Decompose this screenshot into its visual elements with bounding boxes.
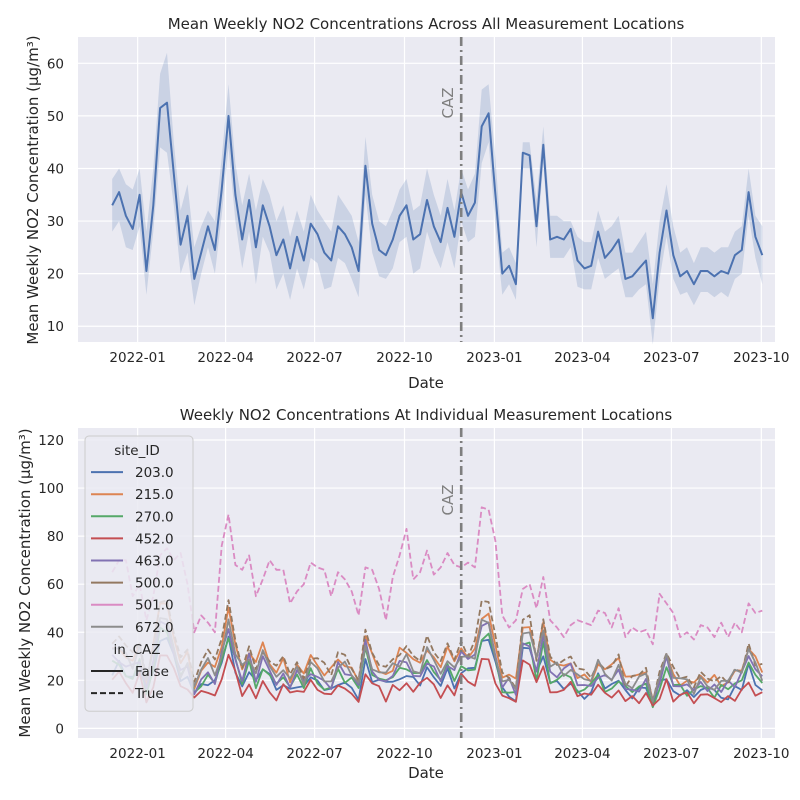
series-line-452-0 bbox=[111, 653, 763, 707]
legend-entry: 270.0 bbox=[135, 509, 174, 525]
x-axis-label-top: Date bbox=[408, 374, 444, 392]
x-tick-label: 2022-04 bbox=[197, 350, 253, 366]
confidence-band bbox=[112, 52, 763, 345]
legend-entry: 203.0 bbox=[135, 465, 174, 481]
legend-style-entry: True bbox=[134, 686, 164, 702]
y-tick-label: 60 bbox=[47, 56, 64, 72]
x-tick-label: 2022-10 bbox=[376, 746, 432, 762]
x-tick-label: 2022-01 bbox=[109, 350, 165, 366]
x-tick-label: 2023-01 bbox=[466, 350, 522, 366]
x-ticks-top: 2022-01 2022-04 2022-07 2022-10 2023-01 2023-… bbox=[109, 350, 789, 366]
gridlines-top bbox=[78, 37, 775, 342]
y-tick-label: 60 bbox=[47, 577, 64, 593]
series-line-501-0 bbox=[111, 506, 763, 646]
y-tick-label: 20 bbox=[47, 673, 64, 689]
y-tick-label: 10 bbox=[47, 319, 64, 335]
caz-label: CAZ bbox=[439, 484, 457, 515]
series-lines-top bbox=[111, 101, 764, 320]
chart-title-top: Mean Weekly NO2 Concentrations Across Al… bbox=[168, 15, 685, 33]
legend-entry: 500.0 bbox=[135, 576, 174, 592]
x-tick-label: 2022-04 bbox=[197, 746, 253, 762]
legend-entry: 672.0 bbox=[135, 620, 174, 636]
y-tick-label: 80 bbox=[47, 529, 64, 545]
y-axis-label-top: Mean Weekly NO2 Concentration (µg/m³) bbox=[24, 35, 42, 344]
y-tick-label: 20 bbox=[47, 267, 64, 283]
panel-top: CAZ 2022-01 2022-04 2022-07 2022-10 2023-01 2… bbox=[24, 15, 790, 392]
x-axis-label-bottom: Date bbox=[408, 764, 444, 782]
x-tick-label: 2023-10 bbox=[733, 746, 789, 762]
caz-marker-top: CAZ bbox=[439, 37, 463, 342]
x-ticks-bottom: 2022-01 2022-04 2022-07 2022-10 2023-01 2023-… bbox=[109, 746, 789, 762]
x-tick-label: 2023-10 bbox=[733, 350, 789, 366]
legend-entry: 501.0 bbox=[135, 598, 174, 614]
plot-area-top bbox=[78, 37, 775, 342]
y-tick-label: 0 bbox=[55, 721, 64, 737]
y-tick-label: 30 bbox=[47, 214, 64, 230]
y-tick-label: 40 bbox=[47, 625, 64, 641]
legend: site_ID 203.0 215.0 270.0 452.0 463.0 500.0 501… bbox=[84, 435, 194, 712]
x-tick-label: 2023-04 bbox=[554, 350, 610, 366]
legend-style-entry: False bbox=[135, 664, 169, 680]
mean-line bbox=[111, 101, 764, 320]
y-tick-label: 100 bbox=[38, 481, 64, 497]
panel-bottom: CAZ 2022-01 2022-04 2022-07 2022-10 2023-01 2… bbox=[16, 406, 790, 782]
x-tick-label: 2022-07 bbox=[286, 350, 342, 366]
y-tick-label: 120 bbox=[38, 433, 64, 449]
legend-box bbox=[84, 435, 194, 712]
x-tick-label: 2023-07 bbox=[643, 350, 699, 366]
legend-entry: 463.0 bbox=[135, 554, 174, 570]
y-ticks-top: 10 20 30 40 50 60 bbox=[47, 56, 64, 335]
y-tick-label: 40 bbox=[47, 161, 64, 177]
y-tick-label: 50 bbox=[47, 109, 64, 125]
legend-entry: 452.0 bbox=[135, 531, 174, 547]
x-tick-label: 2022-10 bbox=[376, 350, 432, 366]
x-tick-label: 2022-01 bbox=[109, 746, 165, 762]
x-tick-label: 2023-07 bbox=[643, 746, 699, 762]
caz-marker-bottom: CAZ bbox=[439, 428, 463, 738]
x-tick-label: 2023-04 bbox=[554, 746, 610, 762]
caz-label: CAZ bbox=[439, 87, 457, 118]
legend-style-title: in_CAZ bbox=[114, 642, 161, 658]
ci-band bbox=[112, 52, 763, 345]
legend-hue-title: site_ID bbox=[114, 443, 160, 459]
y-ticks-bottom: 0 20 40 60 80 100 120 bbox=[38, 433, 64, 737]
series-line-672-0 bbox=[112, 617, 764, 703]
x-tick-label: 2023-01 bbox=[466, 746, 522, 762]
y-axis-label-bottom: Mean Weekly NO2 Concentration (µg/m³) bbox=[16, 428, 34, 737]
legend-entry: 215.0 bbox=[135, 487, 174, 503]
x-tick-label: 2022-07 bbox=[286, 746, 342, 762]
series-lines-bottom bbox=[111, 506, 764, 709]
chart-title-bottom: Weekly NO2 Concentrations At Individual … bbox=[180, 406, 673, 424]
